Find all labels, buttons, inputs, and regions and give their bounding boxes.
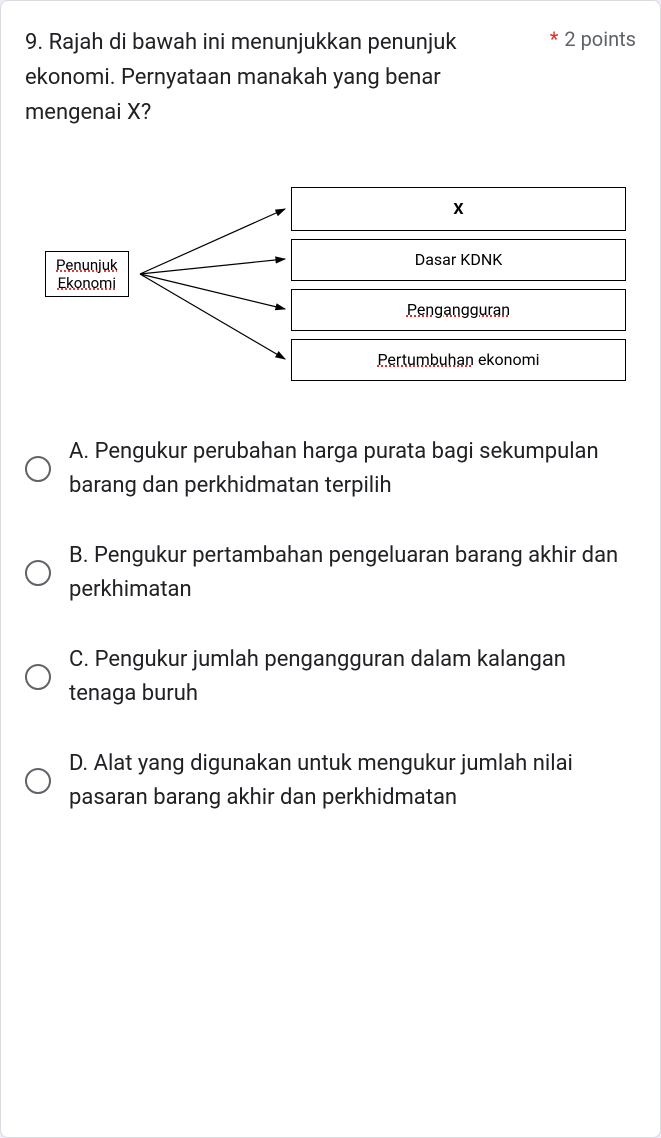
option-b-label: B. Pengukur pertambahan pengeluaran bara… [69,539,636,607]
diagram-target-2: Pengangguran [291,289,626,331]
points-text: 2 points [564,27,636,51]
option-d-label: D. Alat yang digunakan untuk mengukur ju… [69,747,636,815]
diagram-target-x: X [291,187,626,231]
question-header: 9. Rajah di bawah ini menunjukkan penunj… [25,25,636,131]
required-asterisk: * [550,27,559,51]
option-c[interactable]: C. Pengukur jumlah pengangguran dalam ka… [25,625,636,729]
options-group: A. Pengukur perubahan harga purata bagi … [25,417,636,834]
option-b[interactable]: B. Pengukur pertambahan pengeluaran bara… [25,521,636,625]
diagram-source-line1: Penunjuk [56,256,118,274]
diagram-targets: X Dasar KDNK Pengangguran Pertumbuhan ek… [291,187,626,389]
option-a[interactable]: A. Pengukur perubahan harga purata bagi … [25,417,636,521]
question-card: 9. Rajah di bawah ini menunjukkan penunj… [0,0,661,1138]
option-d[interactable]: D. Alat yang digunakan untuk mengukur ju… [25,729,636,833]
diagram: Penunjuk Ekonomi X Dasar KDNK Penganggur… [25,181,636,381]
diagram-target-1: Dasar KDNK [291,239,626,281]
diagram-target-1-label: Dasar KDNK [415,250,503,269]
question-text: 9. Rajah di bawah ini menunjukkan penunj… [25,25,534,131]
option-a-label: A. Pengukur perubahan harga purata bagi … [69,435,636,503]
diagram-target-3-label: Pertumbuhan ekonomi [377,350,539,369]
diagram-target-2-label: Pengangguran [407,300,510,319]
points-label: *2 points [550,25,636,51]
radio-icon [25,768,51,794]
diagram-target-x-label: X [453,199,463,218]
radio-icon [25,560,51,586]
diagram-source-box: Penunjuk Ekonomi [45,251,129,297]
radio-icon [25,456,51,482]
option-c-label: C. Pengukur jumlah pengangguran dalam ka… [69,643,636,711]
radio-icon [25,664,51,690]
diagram-target-3: Pertumbuhan ekonomi [291,339,626,381]
diagram-source-line2: Ekonomi [58,274,116,292]
